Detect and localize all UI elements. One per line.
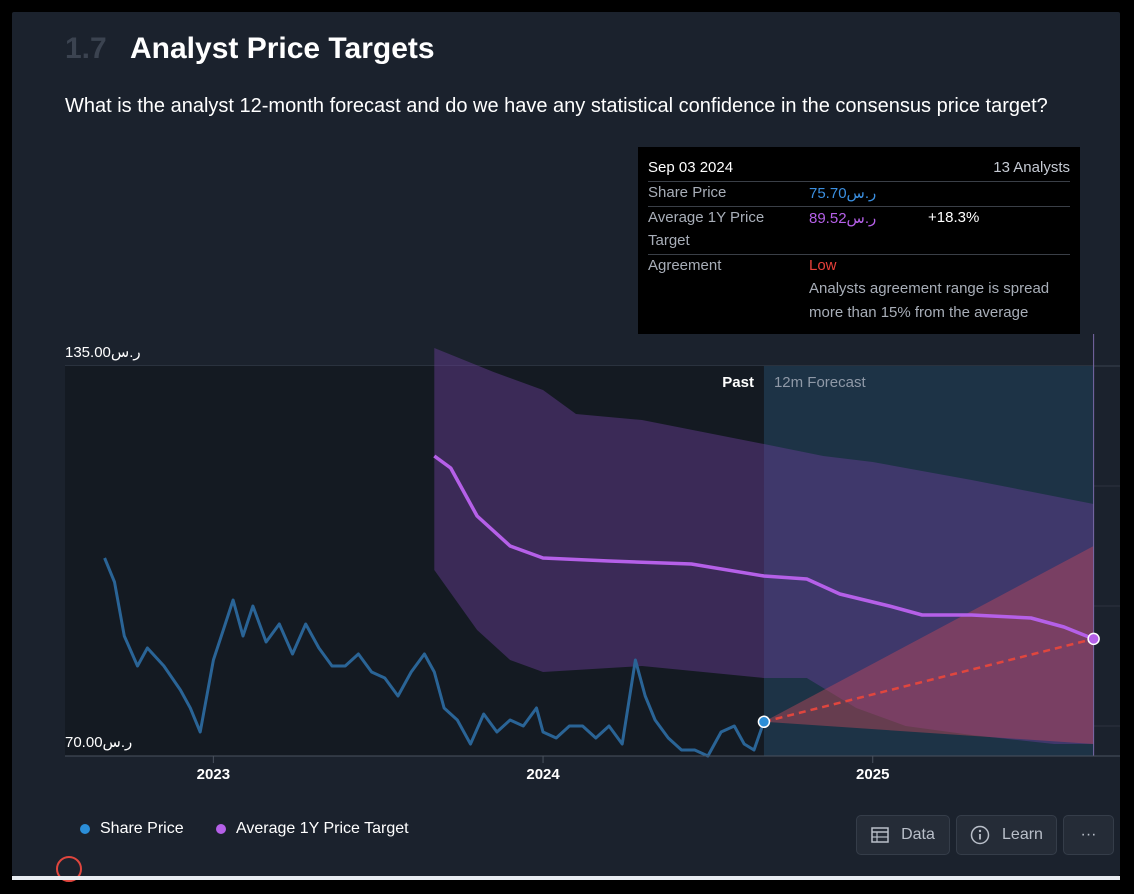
y-axis-max-label: ر.س135.00 (65, 344, 141, 361)
chart-tooltip: Sep 03 2024 13 Analysts Share Price ر.س7… (638, 147, 1080, 334)
tooltip-share-price-label: Share Price (648, 184, 727, 201)
more-options-button[interactable]: ··· (1063, 815, 1114, 855)
legend-avg-target-label: Average 1Y Price Target (236, 820, 409, 837)
info-icon (970, 825, 990, 845)
tooltip-avg-target-label-line1: Average 1Y Price (648, 209, 765, 226)
more-options-icon: ··· (1080, 826, 1097, 843)
legend-share-price-label: Share Price (100, 820, 184, 837)
status-circle-icon (56, 856, 82, 882)
target-range-band (434, 348, 1094, 744)
avg-target-legend-dot (216, 824, 226, 834)
y-axis-min-label: ر.س70.00 (65, 734, 133, 751)
data-button-label: Data (901, 826, 935, 843)
tooltip-agreement-value: Low (809, 257, 837, 274)
x-tick-label: 2023 (197, 766, 230, 783)
x-tick-label: 2024 (526, 766, 560, 783)
forecast-label: 12m Forecast (774, 374, 867, 391)
tooltip-avg-target-change: +18.3% (928, 209, 980, 226)
forecast-trend-line (763, 637, 1094, 724)
tooltip-agreement-desc-line1: Analysts agreement range is spread (809, 280, 1050, 297)
share-price-legend-dot (80, 824, 90, 834)
forecast-cone (763, 546, 1094, 744)
analyst-price-targets-panel: 1.7 Analyst Price Targets What is the an… (12, 12, 1120, 876)
tooltip-avg-target-value: ر.س89.52 (809, 210, 877, 227)
tooltip-date: Sep 03 2024 (648, 159, 734, 176)
section-question: What is the analyst 12-month forecast an… (65, 95, 1048, 117)
learn-button[interactable]: Learn (956, 815, 1057, 855)
tooltip-avg-target-label-line2: Target (648, 232, 690, 249)
tooltip-agreement-label: Agreement (648, 257, 722, 274)
legend-share-price[interactable]: Share Price (80, 820, 184, 838)
data-button[interactable]: Data (856, 815, 950, 855)
legend-average-target[interactable]: Average 1Y Price Target (216, 820, 409, 838)
tooltip-analyst-count: 13 Analysts (993, 159, 1070, 176)
past-label: Past (722, 374, 754, 391)
bottom-edge (12, 876, 1120, 880)
learn-button-label: Learn (1002, 826, 1043, 843)
price-target-chart[interactable]: 2023 2024 2025 Past 12m Forecast (12, 12, 1120, 802)
share-price-point[interactable] (757, 715, 771, 729)
table-icon (871, 827, 889, 843)
tooltip-agreement-desc-line2: more than 15% from the average (809, 304, 1029, 321)
x-axis-ticks: 2023 2024 2025 (197, 756, 889, 783)
share-price-line (103, 557, 766, 758)
forecast-region (763, 366, 1094, 756)
x-tick-label: 2025 (856, 766, 889, 783)
average-target-point[interactable] (1087, 632, 1100, 646)
tooltip-share-price-value: ر.س75.70 (809, 185, 877, 202)
section-title: Analyst Price Targets (130, 32, 435, 65)
section-number: 1.7 (65, 32, 107, 65)
average-target-line (433, 454, 1095, 641)
